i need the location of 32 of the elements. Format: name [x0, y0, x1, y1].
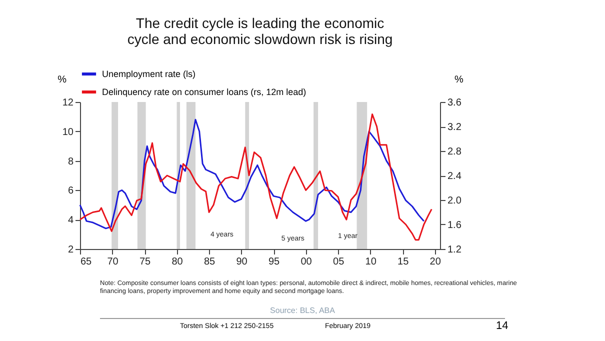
y2-tick-label: 3.6: [448, 98, 462, 108]
legend-label: Delinquency rate on consumer loans (rs, 12m lead): [102, 87, 306, 97]
y-tick-label: 12: [62, 98, 74, 108]
text: 14: [496, 320, 508, 332]
x-tick-label: 90: [236, 256, 248, 268]
x-tick-label: 00: [300, 256, 312, 268]
y-axis-title: %: [58, 74, 67, 86]
y-tick-label: 6: [68, 186, 74, 197]
x-tick-label: 15: [398, 256, 410, 268]
y2-axis-title: %: [454, 74, 464, 86]
source-note: Source: BLS, ABA: [269, 306, 336, 315]
x-tick-label: 80: [172, 256, 184, 268]
x-tick-label: 75: [139, 256, 152, 268]
x-tick-label: 65: [80, 256, 92, 268]
y-tick-label: 4: [68, 215, 74, 226]
y2-tick-label: 1.6: [448, 220, 462, 231]
x-tick-label: 05: [333, 256, 345, 268]
x-tick-label: 20: [430, 256, 442, 268]
x-tick-label: 10: [365, 256, 377, 268]
y-tick-label: 2: [68, 244, 74, 256]
y2-tick-label: 3.2: [448, 122, 462, 133]
y-tick-label: 10: [62, 126, 74, 138]
y-tick-label: 8: [68, 156, 74, 168]
y2-tick-label: 1.2: [448, 244, 462, 256]
y2-tick-label: 2.0: [448, 196, 462, 206]
y2-tick-label: 2.8: [448, 146, 462, 158]
x-tick-label: 85: [204, 256, 216, 268]
legend-label: Unemployment rate (ls): [102, 69, 196, 79]
chart-title: The credit cycle is leading the economic cycle and economic slowdown risk is rising: [127, 15, 393, 47]
x-tick-label: 95: [268, 256, 280, 268]
x-tick-label: 70: [107, 256, 119, 268]
y2-tick-label: 2.4: [448, 171, 462, 182]
